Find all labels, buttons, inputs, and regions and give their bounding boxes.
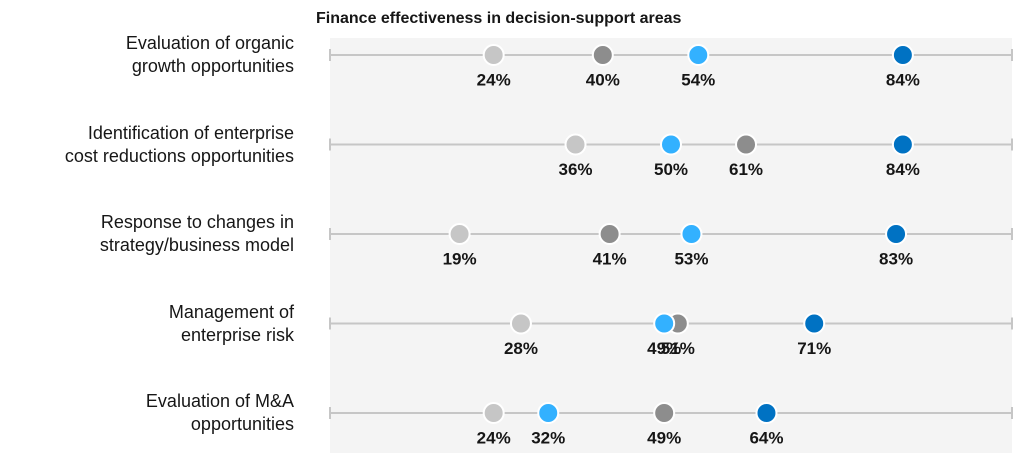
- dot: [598, 223, 621, 245]
- value-label: 50%: [654, 160, 688, 179]
- value-label: 49%: [647, 428, 681, 447]
- category-label: Evaluation of organic growth opportuniti…: [125, 33, 294, 76]
- value-label: 40%: [586, 70, 620, 89]
- dot: [591, 44, 614, 66]
- category-label: Evaluation of M&A opportunities: [145, 391, 294, 434]
- chart-title: Finance effectiveness in decision-suppor…: [316, 10, 682, 27]
- dot: [891, 44, 914, 66]
- category-label: Identification of enterprise cost reduct…: [64, 122, 294, 166]
- dot: [735, 133, 758, 156]
- value-label: 51%: [661, 339, 695, 358]
- dot: [448, 223, 471, 245]
- value-label: 54%: [681, 70, 715, 89]
- dot: [891, 133, 914, 156]
- category-label: Management of enterprise risk: [168, 301, 294, 345]
- dot: [687, 44, 710, 66]
- value-label: 32%: [531, 428, 565, 447]
- value-label: 53%: [674, 249, 708, 268]
- value-label: 71%: [797, 339, 831, 358]
- value-label: 24%: [477, 70, 511, 89]
- value-label: 61%: [729, 160, 763, 179]
- value-label: 64%: [749, 428, 783, 447]
- dot: [803, 312, 826, 335]
- dot: [885, 223, 908, 245]
- value-label: 83%: [879, 249, 913, 268]
- value-label: 84%: [886, 160, 920, 179]
- value-label: 41%: [593, 249, 627, 268]
- dot: [509, 312, 532, 335]
- dot: [482, 44, 505, 66]
- dot: [564, 133, 587, 156]
- dot: [653, 312, 676, 335]
- value-label: 24%: [477, 428, 511, 447]
- value-label: 28%: [504, 339, 538, 358]
- dot: [680, 223, 703, 245]
- dot: [537, 402, 560, 424]
- value-label: 19%: [443, 249, 477, 268]
- dot: [482, 402, 505, 424]
- plot-background: [330, 38, 1012, 453]
- value-label: 84%: [886, 70, 920, 89]
- value-label: 36%: [559, 160, 593, 179]
- category-label: Response to changes in strategy/business…: [99, 212, 294, 255]
- value-label: 49%: [647, 339, 681, 358]
- dot: [755, 402, 778, 424]
- dot: [660, 133, 682, 156]
- dot: [653, 402, 676, 424]
